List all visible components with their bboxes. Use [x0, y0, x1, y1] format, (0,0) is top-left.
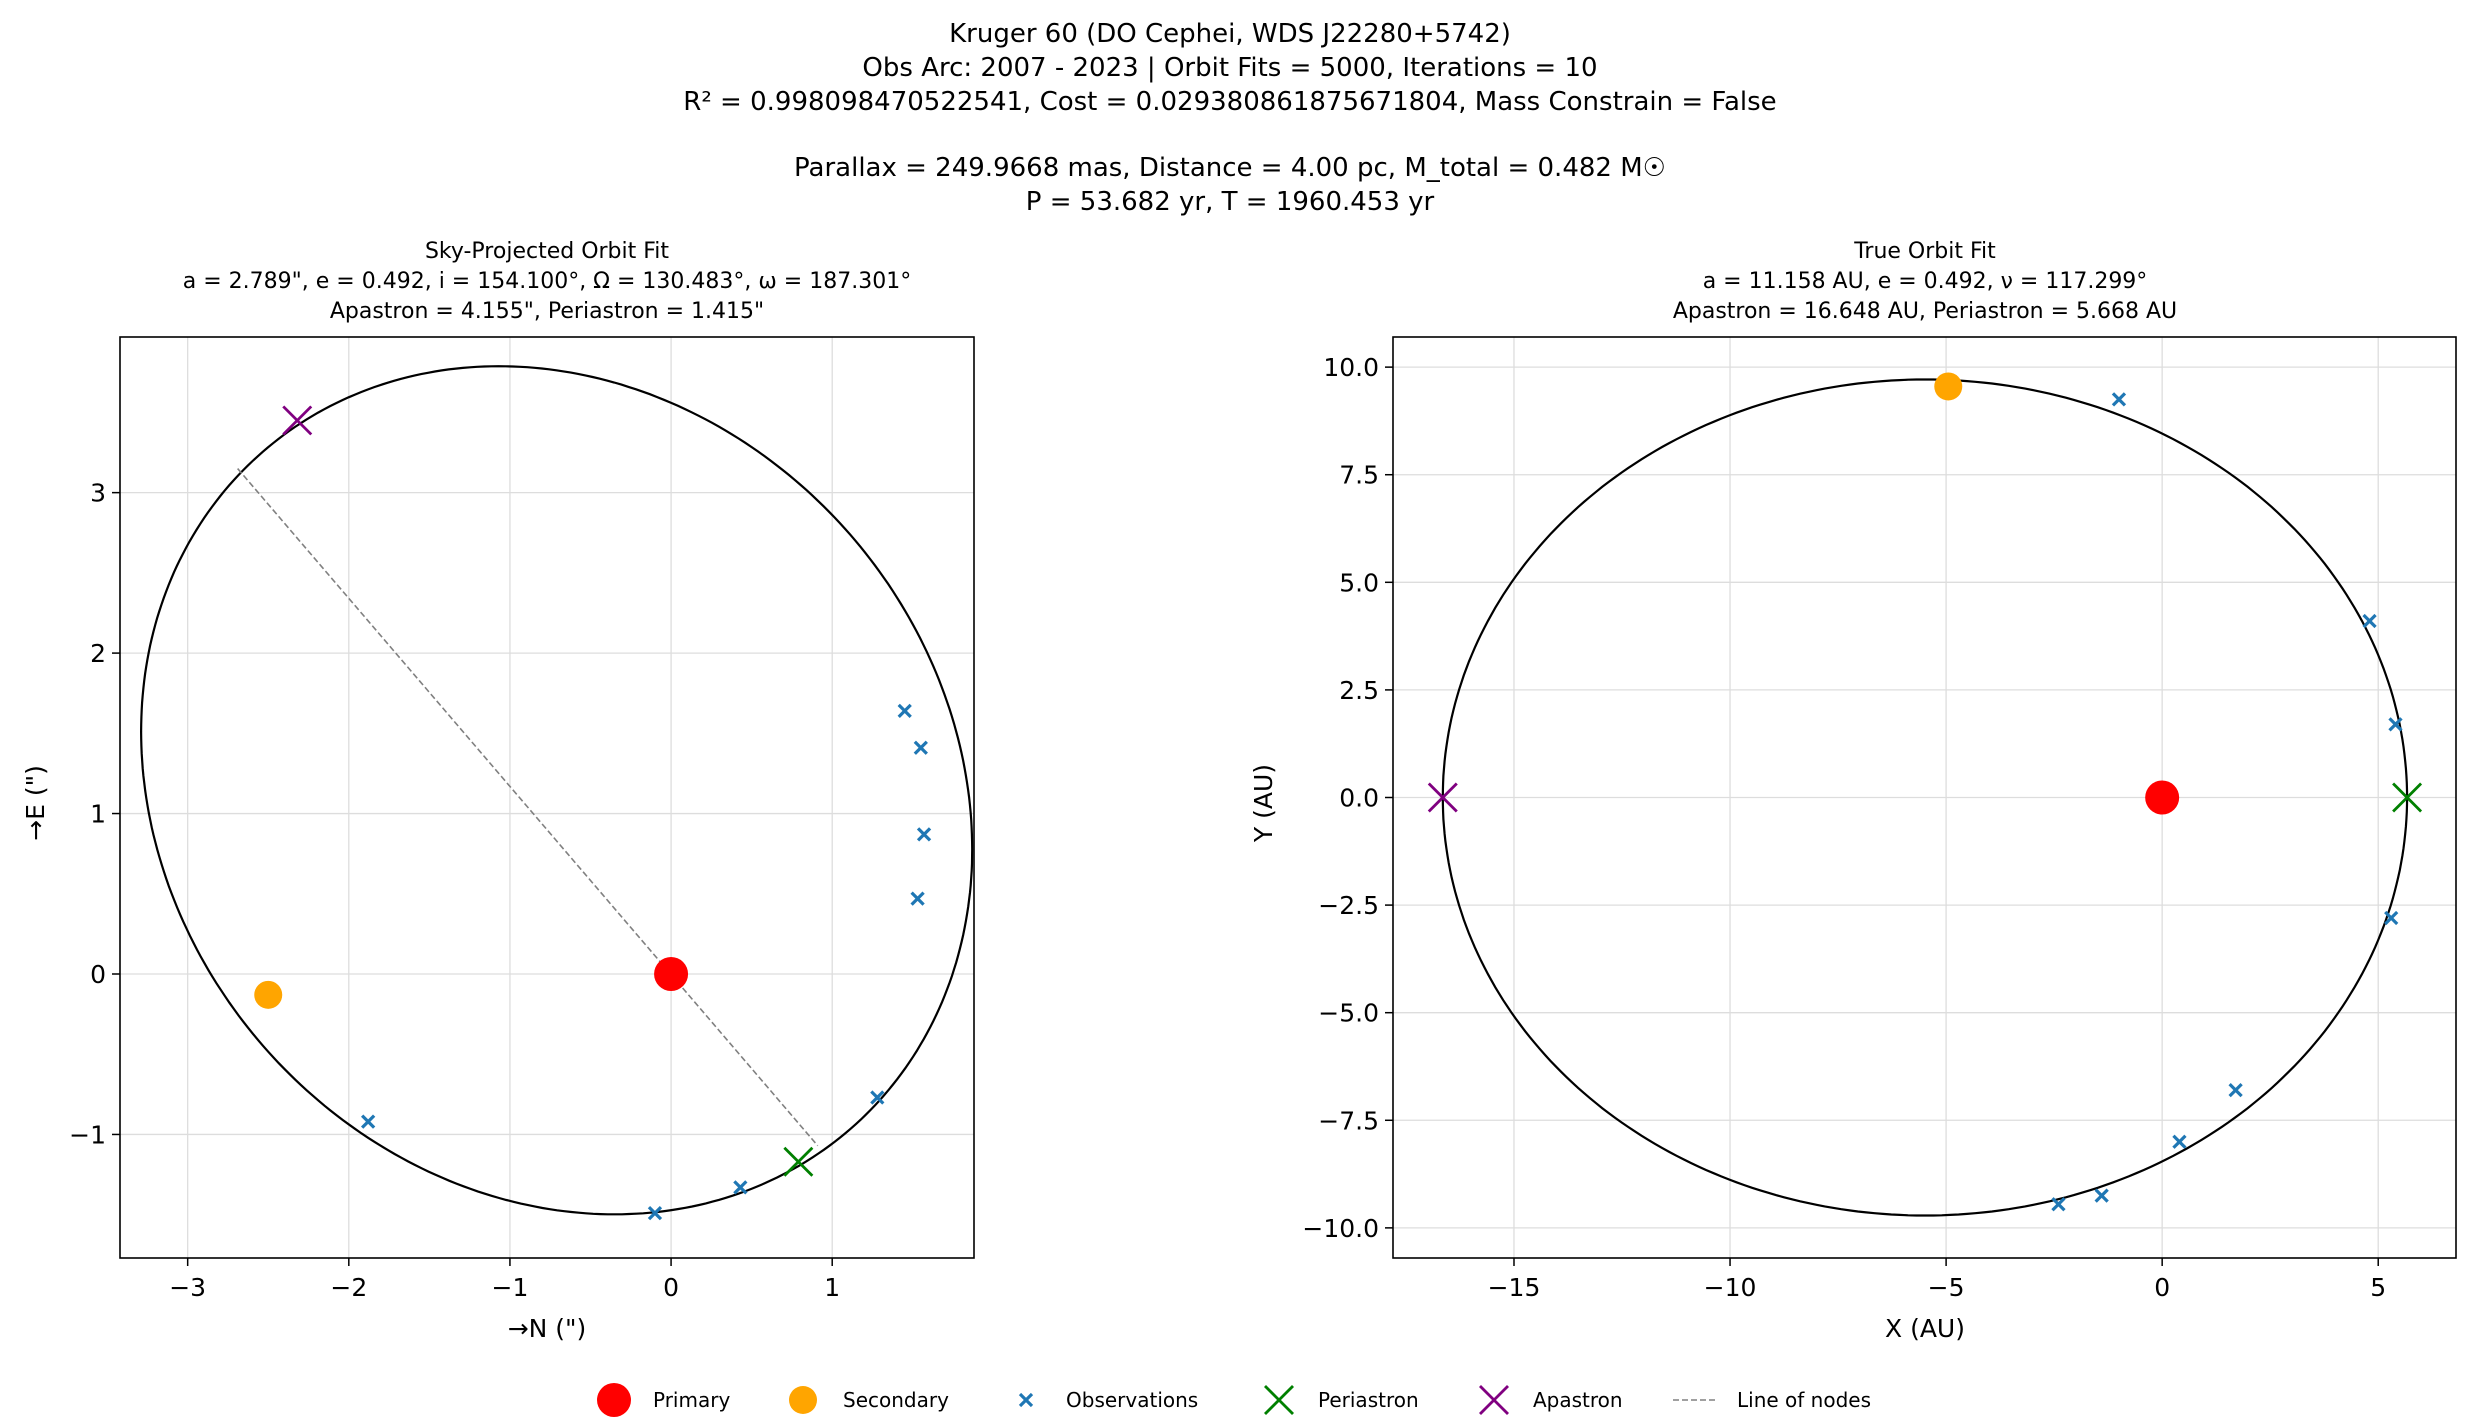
right-secondary-star	[1934, 372, 1963, 401]
right-y-tick-label-6: 5.0	[1339, 568, 1379, 597]
left-x-tick-label-4: 1	[824, 1273, 840, 1302]
left-chart-title: Sky-Projected Orbit Fit	[425, 239, 669, 264]
figure-title-line-3: R² = 0.998098470522541, Cost = 0.0293808…	[683, 87, 1776, 117]
right-observation-1	[2362, 613, 2377, 629]
right-observation-2	[2388, 717, 2403, 732]
left-y-tick-label-4: 3	[90, 479, 106, 508]
legend-item-periastron: Periastron	[1264, 1385, 1419, 1415]
legend-label: Secondary	[843, 1388, 949, 1412]
legend: Primary Secondary Observations Periastron Ap…	[597, 1383, 1871, 1417]
right-x-tick-label-0: −15	[1488, 1273, 1541, 1302]
left-plot-area	[139, 365, 974, 1221]
legend-item-observations: Observations	[1018, 1388, 1198, 1412]
right-x-tick-label-2: −5	[1928, 1273, 1965, 1302]
right-y-tick-label-7: 7.5	[1339, 461, 1379, 490]
left-line-of-nodes	[237, 468, 819, 1147]
sky-projected-orbit-plot: −3 −2 −1 0 1 −1 0 1 2 3	[69, 336, 975, 1302]
right-axes-frame	[1392, 336, 2457, 1259]
left-observation-2	[733, 1180, 748, 1195]
right-observation-7	[2051, 1197, 2066, 1212]
right-y-tick-label-5: 2.5	[1339, 676, 1379, 705]
left-chart-subtitle-1: a = 2.789", e = 0.492, i = 154.100°, Ω =…	[183, 269, 911, 294]
left-y-tick-label-2: 1	[90, 800, 106, 829]
left-y-tick-label-0: −1	[69, 1120, 106, 1149]
left-chart-subtitle-2: Apastron = 4.155", Periastron = 1.415"	[330, 299, 764, 324]
right-apastron-marker	[1427, 782, 1458, 813]
legend-marker	[789, 1386, 817, 1414]
left-observation-5	[916, 827, 932, 842]
left-x-tick-label-2: −1	[492, 1273, 529, 1302]
left-primary-star	[654, 956, 689, 991]
legend-label: Observations	[1066, 1388, 1198, 1412]
left-y-tick-label-3: 2	[90, 639, 106, 668]
right-x-tick-label-3: 0	[2154, 1273, 2170, 1302]
right-observation-4	[2228, 1083, 2243, 1098]
legend-label: Periastron	[1318, 1388, 1419, 1412]
left-observation-1	[647, 1205, 663, 1221]
right-y-tick-label-0: −10.0	[1302, 1214, 1379, 1243]
right-plot-area	[1427, 372, 2423, 1217]
legend-item-secondary: Secondary	[789, 1386, 949, 1414]
right-y-tick-label-4: 0.0	[1339, 784, 1379, 813]
figure-title-line-4: Parallax = 249.9668 mas, Distance = 4.00…	[794, 153, 1666, 183]
right-chart-subtitle-1: a = 11.158 AU, e = 0.492, ν = 117.299°	[1703, 269, 2148, 294]
left-x-tick-label-0: −3	[169, 1273, 206, 1302]
left-observation-3	[870, 1090, 885, 1105]
legend-item-apastron: Apastron	[1479, 1385, 1623, 1415]
legend-marker	[1018, 1392, 1034, 1408]
right-observation-5	[2172, 1134, 2187, 1149]
left-x-axis-label: →N (")	[508, 1314, 587, 1343]
left-x-tick-label-3: 0	[663, 1273, 679, 1302]
right-y-axis-label: Y (AU)	[1249, 764, 1278, 843]
left-y-tick-label-1: 0	[90, 960, 106, 989]
left-apastron-marker	[282, 405, 313, 436]
figure-title-line-1: Kruger 60 (DO Cephei, WDS J22280+5742)	[949, 19, 1511, 49]
legend-marker	[597, 1383, 631, 1417]
legend-item-line-of-nodes: Line of nodes	[1673, 1388, 1871, 1412]
right-x-tick-label-1: −10	[1704, 1273, 1757, 1302]
right-chart-subtitle-2: Apastron = 16.648 AU, Periastron = 5.668…	[1673, 299, 2177, 324]
right-x-axis-label: X (AU)	[1885, 1314, 1965, 1343]
legend-marker	[1479, 1385, 1509, 1415]
legend-marker	[1264, 1385, 1294, 1415]
left-orbit-ellipse	[139, 365, 974, 1216]
legend-label: Primary	[653, 1388, 730, 1412]
true-orbit-plot: −15 −10 −5 0 5 −10.0 −7.5 −5.0 −2.5 0.0 2.5 5.0 7.5 1…	[1302, 336, 2457, 1302]
right-periastron-marker	[2392, 782, 2423, 813]
right-observation-6	[2094, 1188, 2109, 1203]
right-primary-star	[2145, 780, 2180, 815]
right-observation-0	[2111, 392, 2127, 407]
left-observation-4	[910, 891, 925, 906]
right-y-tick-label-2: −5.0	[1318, 999, 1379, 1028]
figure-title-line-2: Obs Arc: 2007 - 2023 | Orbit Fits = 5000…	[862, 53, 1597, 83]
left-observation-0	[361, 1114, 376, 1129]
left-axes-frame	[119, 336, 975, 1259]
left-x-tick-label-1: −2	[330, 1273, 367, 1302]
right-observation-3	[2384, 910, 2399, 926]
left-periastron-marker	[783, 1146, 814, 1177]
legend-item-primary: Primary	[597, 1383, 730, 1417]
left-y-axis-label: →E (")	[21, 765, 50, 841]
left-secondary-star	[254, 980, 283, 1009]
left-observation-6	[913, 740, 928, 755]
right-chart-title: True Orbit Fit	[1853, 239, 1996, 264]
legend-label: Apastron	[1533, 1388, 1623, 1412]
right-y-tick-label-1: −7.5	[1318, 1106, 1379, 1135]
right-x-tick-label-4: 5	[2370, 1273, 2386, 1302]
right-y-tick-label-3: −2.5	[1318, 891, 1379, 920]
right-y-tick-label-8: 10.0	[1323, 353, 1379, 382]
figure-title-line-5: P = 53.682 yr, T = 1960.453 yr	[1026, 187, 1435, 217]
legend-label: Line of nodes	[1737, 1388, 1871, 1412]
left-observation-7	[897, 703, 912, 718]
